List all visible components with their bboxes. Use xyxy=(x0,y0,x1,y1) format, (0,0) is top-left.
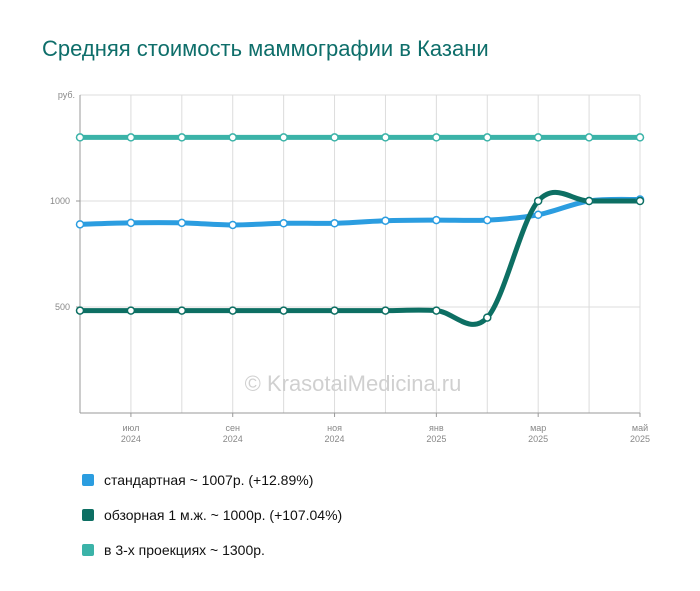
x-tick-label-month: сен xyxy=(225,423,240,433)
legend-swatch xyxy=(82,543,94,556)
legend-item[interactable]: обзорная 1 м.ж. ~ 1000р. (+107.04%) xyxy=(82,497,342,532)
data-point xyxy=(483,313,492,322)
data-point xyxy=(228,306,237,315)
data-point xyxy=(381,216,390,225)
data-point xyxy=(584,133,594,142)
legend-swatch xyxy=(82,473,94,486)
watermark-text: © KrasotaiMedicina.ru xyxy=(245,371,462,396)
x-tick-label-year: 2024 xyxy=(325,434,345,444)
data-point xyxy=(381,306,390,315)
chart-grid xyxy=(79,94,641,413)
legend-item[interactable]: в 3-х проекциях ~ 1300р. xyxy=(82,532,342,567)
data-point xyxy=(483,215,492,225)
x-tick-label-year: 2024 xyxy=(223,434,243,444)
x-tick-label-year: 2025 xyxy=(528,434,548,444)
data-point xyxy=(177,306,187,315)
chart-axes: руб.5001000июл2024сен2024ноя2024янв2025м… xyxy=(50,90,650,444)
data-point xyxy=(635,196,645,206)
data-point xyxy=(279,306,288,315)
data-point xyxy=(75,220,85,229)
x-tick-label-month: ноя xyxy=(327,423,342,433)
y-axis-unit-label: руб. xyxy=(58,90,75,100)
data-point xyxy=(381,133,390,142)
data-point xyxy=(635,133,645,142)
line-chart: руб.5001000июл2024сен2024ноя2024янв2025м… xyxy=(50,90,650,444)
legend-item[interactable]: стандартная ~ 1007р. (+12.89%) xyxy=(82,462,342,497)
data-point xyxy=(432,133,441,142)
data-point xyxy=(330,133,339,142)
data-point xyxy=(330,219,339,228)
legend-label: обзорная 1 м.ж. ~ 1000р. (+107.04%) xyxy=(104,506,343,523)
x-tick-label-year: 2025 xyxy=(426,434,446,444)
legend-label: стандартная ~ 1007р. (+12.89%) xyxy=(104,471,314,488)
legend-swatch xyxy=(82,508,94,521)
data-point xyxy=(330,306,339,315)
y-tick-label: 1000 xyxy=(50,196,70,206)
chart-legend: стандартная ~ 1007р. (+12.89%) обзорная 1… xyxy=(82,462,342,567)
chart-title: Средняя стоимость маммографии в Казани xyxy=(42,36,489,61)
x-tick-label-month: июл xyxy=(122,423,139,433)
data-point xyxy=(279,133,288,142)
data-point xyxy=(177,133,187,142)
x-tick-label-year: 2025 xyxy=(630,434,650,444)
series-line xyxy=(77,196,643,228)
data-point xyxy=(533,133,543,142)
data-point xyxy=(75,133,85,142)
data-point xyxy=(432,215,441,225)
data-point xyxy=(177,218,187,228)
data-point xyxy=(228,220,237,230)
data-point xyxy=(126,218,136,228)
data-point xyxy=(75,306,85,315)
chart-series xyxy=(75,133,645,327)
y-tick-label: 500 xyxy=(55,302,70,312)
data-point xyxy=(228,133,237,142)
legend-label: в 3-х проекциях ~ 1300р. xyxy=(104,541,265,558)
x-tick-label-month: мар xyxy=(530,423,546,433)
data-point xyxy=(432,306,441,315)
data-point xyxy=(126,306,136,315)
data-point xyxy=(533,196,543,206)
x-tick-label-month: янв xyxy=(429,423,444,433)
x-tick-label-year: 2024 xyxy=(121,434,141,444)
data-point xyxy=(584,196,594,206)
data-point xyxy=(483,133,492,142)
data-point xyxy=(279,219,288,228)
data-point xyxy=(533,210,543,220)
x-tick-label-month: май xyxy=(632,423,648,433)
data-point xyxy=(126,133,136,142)
